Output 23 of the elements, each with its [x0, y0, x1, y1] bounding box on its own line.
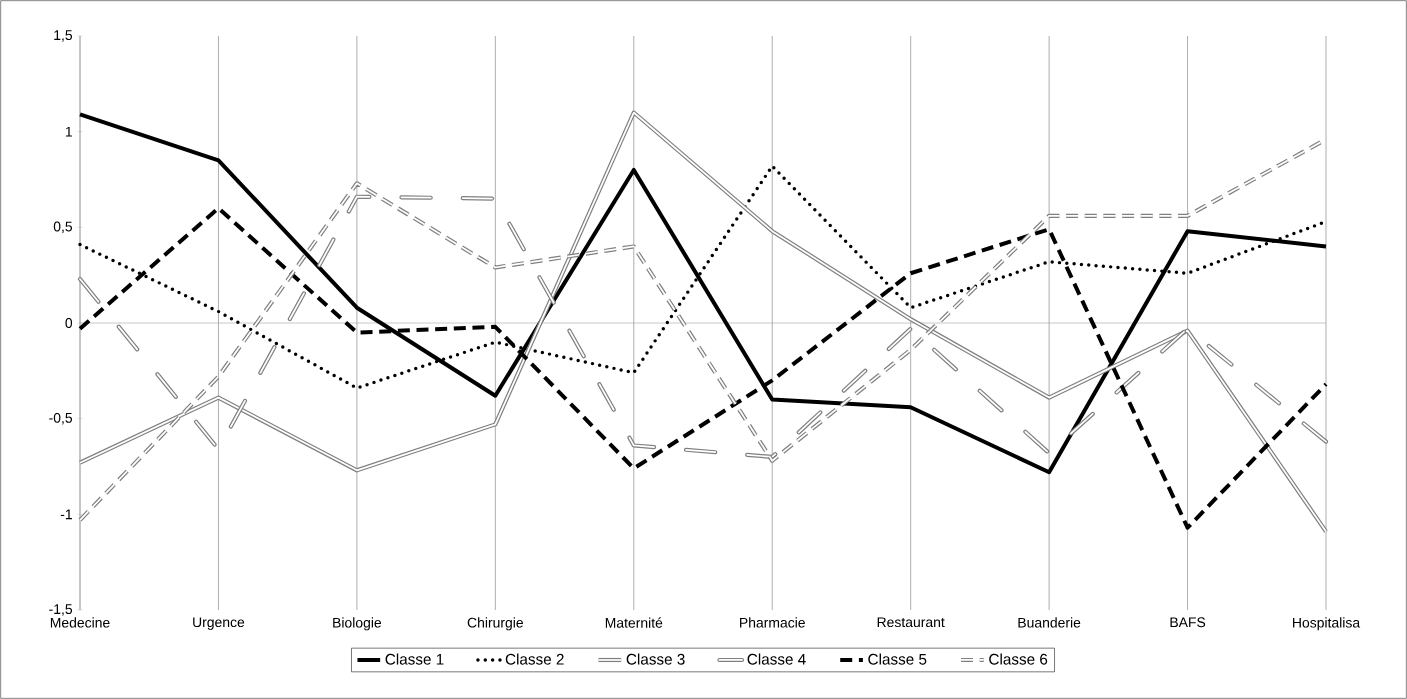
legend-label: Classe 4 — [747, 653, 806, 665]
x-tick-label: Maternité — [605, 617, 663, 628]
legend-label: Classe 1 — [385, 653, 444, 665]
x-tick-label: Restaurant — [877, 617, 945, 628]
y-tick-label: -1,5 — [49, 604, 73, 616]
legend-label: Classe 2 — [505, 653, 564, 665]
y-tick-label: -1 — [60, 509, 72, 520]
x-tick-label: Biologie — [333, 617, 382, 631]
y-tick-label: 1 — [65, 126, 72, 137]
x-tick-label: Pharmacie — [740, 617, 805, 628]
x-tick-label: Urgence — [193, 617, 245, 630]
x-tick-label: Medecine — [50, 617, 110, 628]
x-tick-label: Hospitalisa — [1293, 617, 1361, 631]
legend-label: Classe 5 — [868, 653, 927, 665]
x-tick-label: Buanderie — [1018, 617, 1081, 628]
x-tick-label: BAFS — [1170, 617, 1206, 628]
legend-label: Classe 3 — [626, 653, 685, 665]
y-tick-label: -0,5 — [49, 412, 73, 425]
y-tick-label: 1,5 — [54, 30, 73, 42]
legend-label: Classe 6 — [989, 653, 1048, 665]
y-tick-label: 0 — [65, 318, 73, 328]
x-tick-label: Chirurgie — [467, 617, 523, 631]
y-tick-label: 0,5 — [53, 221, 73, 234]
